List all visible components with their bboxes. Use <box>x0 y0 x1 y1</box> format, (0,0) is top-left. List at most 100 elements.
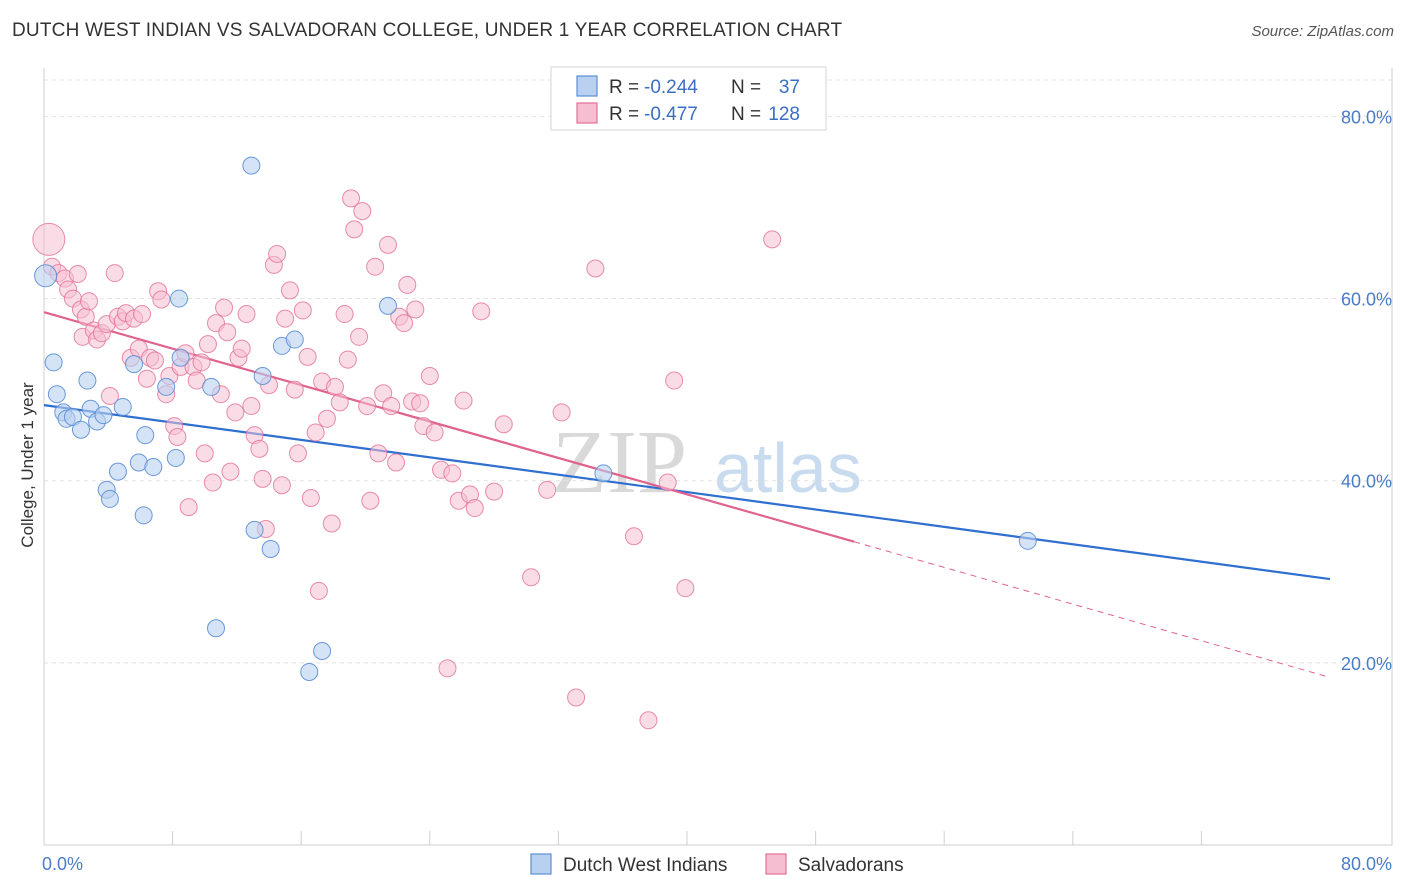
axes <box>43 68 1393 846</box>
point-salvadoran <box>379 235 398 254</box>
point-salvadoran <box>366 257 385 276</box>
point-salvadoran <box>335 305 354 324</box>
x-tick-label-0: 0.0% <box>42 854 83 874</box>
point-salvadoran <box>309 581 328 600</box>
point-salvadoran <box>203 473 222 492</box>
point-dutch-west-indian <box>100 489 119 508</box>
point-salvadoran <box>232 339 251 358</box>
point-salvadoran <box>226 403 245 422</box>
legend-swatch-dutch-west-indians <box>530 853 552 875</box>
point-salvadoran <box>301 489 320 508</box>
point-dutch-west-indian <box>144 458 163 477</box>
point-dutch-west-indian <box>125 355 144 374</box>
point-dutch-west-indian <box>94 406 113 425</box>
point-salvadoran <box>221 462 240 481</box>
point-dutch-west-indian <box>379 296 398 315</box>
point-salvadoran <box>586 259 605 278</box>
legend-top-swatch-pink <box>576 102 598 124</box>
point-salvadoran <box>68 264 87 283</box>
point-salvadoran <box>285 380 304 399</box>
point-salvadoran <box>425 423 444 442</box>
point-dutch-west-indian <box>166 448 185 467</box>
point-salvadoran <box>665 371 684 390</box>
point-salvadoran <box>374 384 393 403</box>
point-salvadoran <box>100 387 119 406</box>
point-salvadoran <box>406 300 425 319</box>
point-dutch-west-indian <box>113 397 132 416</box>
legend-top-swatch-blue <box>576 75 598 97</box>
y-tick-label-20: 20.0% <box>1341 654 1392 674</box>
point-salvadoran <box>763 230 782 249</box>
point-dutch-west-indian <box>300 662 319 681</box>
point-salvadoran <box>218 323 237 342</box>
legend-top-n-value-pink: 128 <box>768 104 800 125</box>
trend-line-salvadorans-extension <box>854 541 1331 678</box>
point-salvadoran <box>522 568 541 587</box>
point-salvadoran <box>322 514 341 533</box>
point-salvadoran <box>325 377 344 396</box>
point-salvadoran <box>179 498 198 517</box>
point-salvadoran <box>288 444 307 463</box>
point-dutch-west-indian <box>285 330 304 349</box>
point-salvadoran <box>538 480 557 499</box>
point-dutch-west-indian <box>78 371 97 390</box>
point-dutch-west-indian <box>171 348 190 367</box>
legend-top-n-label-blue: N = <box>731 77 761 98</box>
watermark: ZIP atlas <box>552 413 862 512</box>
trend-lines <box>43 311 1331 678</box>
point-salvadoran <box>137 369 156 388</box>
point-dutch-west-indian <box>202 377 221 396</box>
chart-source: Source: ZipAtlas.com <box>1251 23 1394 40</box>
point-salvadoran <box>338 350 357 369</box>
point-salvadoran <box>342 189 361 208</box>
point-salvadoran <box>198 335 217 354</box>
legend-top: R = -0.244 N = 37 R = -0.477 N = 128 <box>550 66 827 131</box>
point-salvadoran <box>298 347 317 366</box>
point-salvadoran <box>168 428 187 446</box>
y-tick-label-40: 40.0% <box>1341 472 1392 492</box>
point-salvadoran <box>306 423 325 442</box>
point-salvadoran <box>152 290 171 309</box>
point-salvadoran <box>472 302 491 321</box>
point-salvadoran <box>358 397 377 416</box>
point-salvadoran <box>624 527 643 546</box>
point-salvadoran <box>215 298 234 317</box>
point-salvadoran <box>80 292 99 311</box>
watermark-atlas: atlas <box>714 429 862 507</box>
legend-top-n-value-blue: 37 <box>779 77 800 98</box>
legend-top-r-value-blue: -0.244 <box>644 77 698 98</box>
point-salvadoran <box>280 281 299 300</box>
point-salvadoran <box>350 327 369 346</box>
point-salvadoran <box>465 499 484 518</box>
point-salvadoran <box>32 222 66 256</box>
y-tick-label-80: 80.0% <box>1341 107 1392 127</box>
point-salvadoran <box>361 491 380 510</box>
point-salvadoran <box>272 476 291 495</box>
legend-bottom: Dutch West Indians Salvadorans <box>530 853 904 876</box>
point-salvadoran <box>395 314 414 333</box>
y-tick-label-60: 60.0% <box>1341 290 1392 310</box>
point-dutch-west-indian <box>245 520 264 539</box>
point-dutch-west-indian <box>71 420 90 439</box>
point-salvadoran <box>454 391 473 410</box>
point-salvadoran <box>639 711 658 730</box>
point-salvadoran <box>242 397 261 416</box>
trend-line-dutch-west-indians <box>43 404 1331 581</box>
point-dutch-west-indian <box>261 540 280 559</box>
point-dutch-west-indian <box>157 377 176 396</box>
point-salvadoran <box>494 415 513 434</box>
point-dutch-west-indian <box>1018 531 1037 550</box>
chart-title: DUTCH WEST INDIAN VS SALVADORAN COLLEGE,… <box>12 20 843 41</box>
point-salvadoran <box>411 394 430 413</box>
point-dutch-west-indian <box>134 506 153 525</box>
point-dutch-west-indian <box>63 407 82 426</box>
point-salvadoran <box>552 403 571 422</box>
point-dutch-west-indian <box>207 619 226 638</box>
x-tick-label-80: 80.0% <box>1341 854 1392 874</box>
legend-label-dutch-west-indians: Dutch West Indians <box>563 855 727 876</box>
point-salvadoran <box>268 244 287 263</box>
legend-top-r-label-pink: R = <box>609 104 639 125</box>
legend-swatch-salvadorans <box>765 853 787 875</box>
point-salvadoran <box>276 309 295 328</box>
